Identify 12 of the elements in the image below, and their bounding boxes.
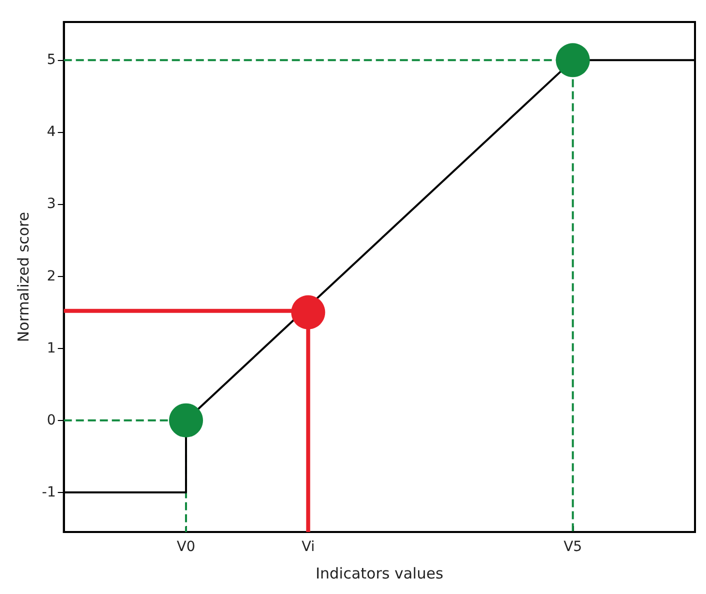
x-tick-label: Vi [302,539,315,555]
y-tick-label: 1 [46,340,56,356]
y-tick-label: 3 [46,196,56,212]
y-tick-label: 4 [46,124,56,140]
y-tick-label: 5 [46,52,56,68]
y-axis-title: Normalized score [14,212,32,342]
y-tick-label: 2 [46,268,56,284]
y-tick-label: 0 [46,412,56,428]
y-tick-label: -1 [42,484,56,500]
x-axis-title: Indicators values [316,564,444,582]
x-tick-label: V5 [564,539,582,555]
x-tick-label: V0 [176,539,196,555]
